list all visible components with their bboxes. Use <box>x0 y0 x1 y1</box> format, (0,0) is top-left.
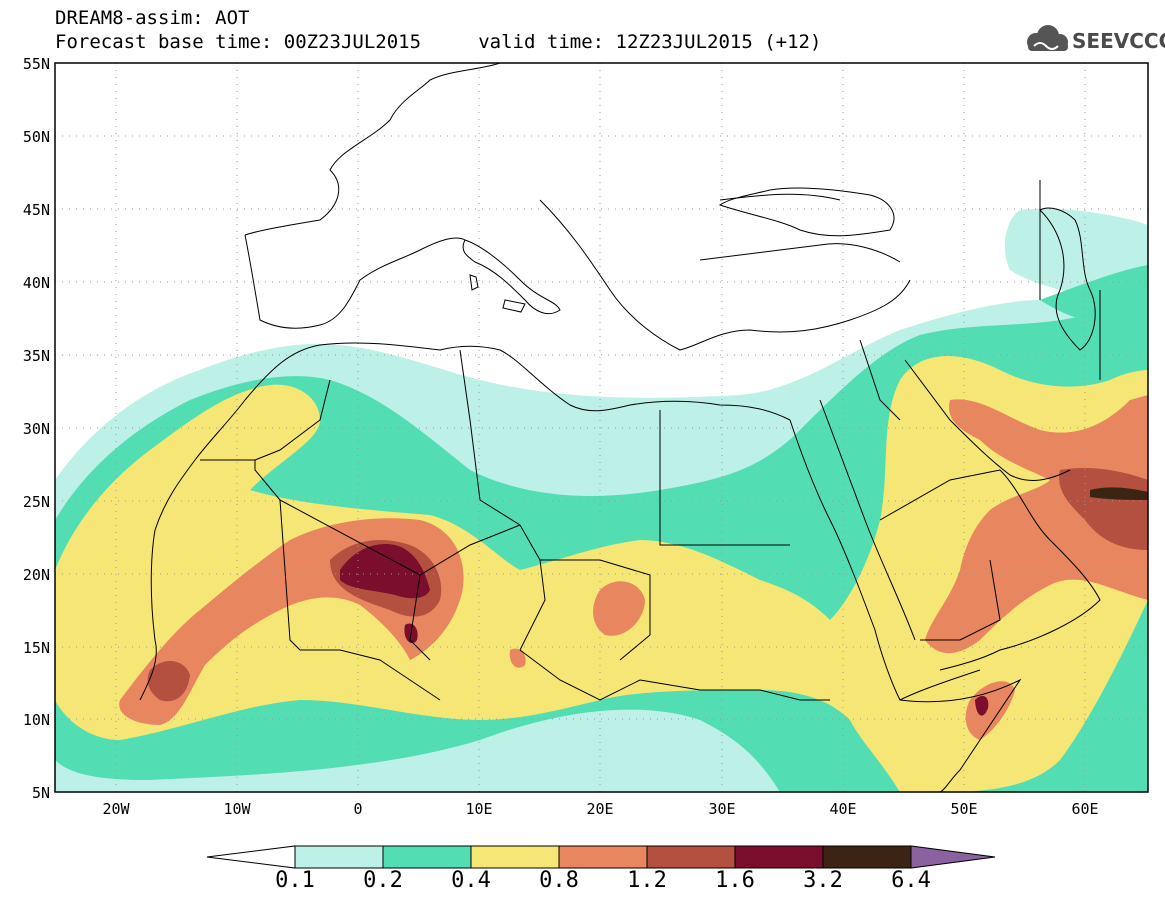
lat-label-25n: 25N <box>22 493 50 511</box>
graticule <box>55 63 1148 792</box>
colorbar-label: 0.4 <box>451 868 491 893</box>
colorbar-label: 1.6 <box>715 868 755 893</box>
aot-shading-1.6 <box>340 544 989 716</box>
lon-label-20w: 20W <box>102 800 130 818</box>
lat-label-35n: 35N <box>22 347 50 365</box>
map-frame <box>54 62 1149 793</box>
logo-text: SEEVCCC <box>1072 29 1165 53</box>
map-title: DREAM8-assim: AOT <box>55 7 250 29</box>
colorbar <box>206 845 996 869</box>
colorbar-label: 0.8 <box>539 868 579 893</box>
coastlines-borders <box>139 63 1101 792</box>
lon-label-40e: 40E <box>829 800 857 818</box>
lat-label-5n: 5N <box>31 784 50 802</box>
forecast-time-subtitle: Forecast base time: 00Z23JUL2015 valid t… <box>55 31 822 53</box>
lon-label-0: 0 <box>353 800 363 818</box>
lat-label-10n: 10N <box>22 711 50 729</box>
lon-label-20e: 20E <box>586 800 614 818</box>
lon-label-10e: 10E <box>465 800 493 818</box>
lat-label-20n: 20N <box>22 566 50 584</box>
lon-label-60e: 60E <box>1071 800 1099 818</box>
colorbar-label: 0.1 <box>275 868 315 893</box>
lat-label-30n: 30N <box>22 420 50 438</box>
lat-label-40n: 40N <box>22 274 50 292</box>
colorbar-label: 6.4 <box>891 868 931 893</box>
lat-label-45n: 45N <box>22 201 50 219</box>
lat-label-50n: 50N <box>22 128 50 146</box>
seevccc-cloud-logo-icon <box>1027 25 1068 51</box>
lat-label-15n: 15N <box>22 639 50 657</box>
colorbar-label: 3.2 <box>803 868 843 893</box>
lon-label-50e: 50E <box>950 800 978 818</box>
colorbar-label: 0.2 <box>363 868 403 893</box>
lon-label-30e: 30E <box>708 800 736 818</box>
lat-label-55n: 55N <box>22 55 50 73</box>
colorbar-label: 1.2 <box>627 868 667 893</box>
aot-shading-3.2 <box>1090 487 1148 500</box>
lon-label-10w: 10W <box>223 800 251 818</box>
